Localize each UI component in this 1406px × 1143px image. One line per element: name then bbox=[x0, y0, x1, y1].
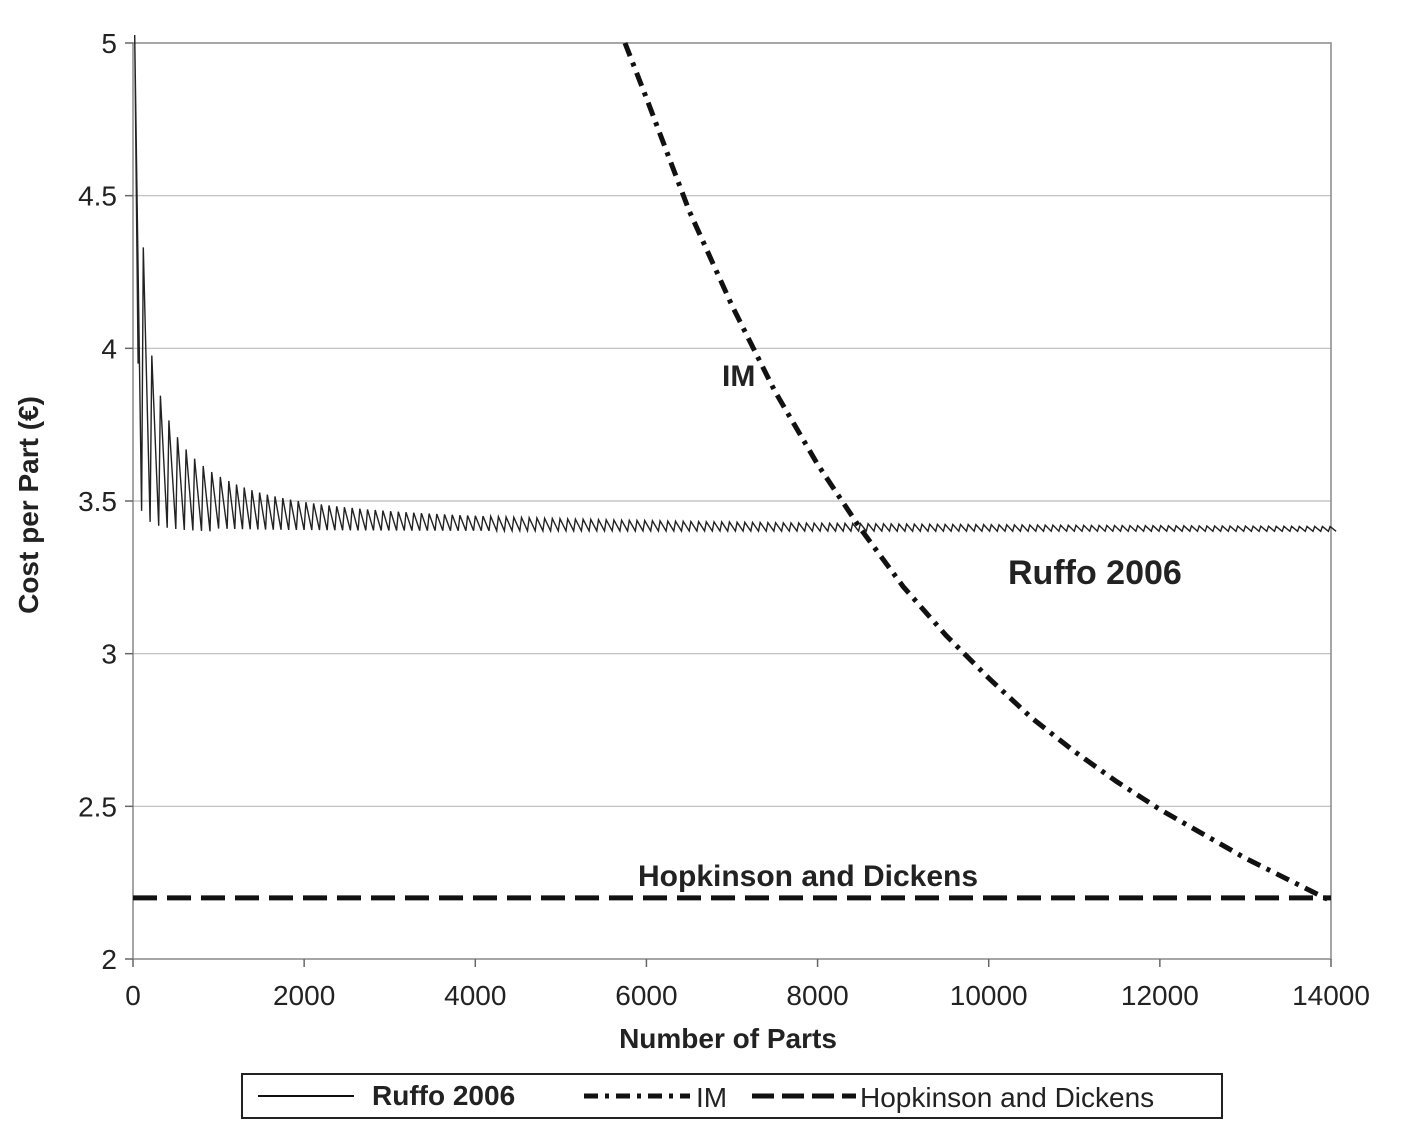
x-tick-label: 12000 bbox=[1121, 980, 1199, 1011]
y-tick-label: 3.5 bbox=[78, 486, 117, 517]
legend-label-im: IM bbox=[696, 1082, 727, 1113]
x-tick-label: 14000 bbox=[1292, 980, 1370, 1011]
legend-label-ruffo: Ruffo 2006 bbox=[372, 1080, 515, 1111]
legend-box bbox=[241, 1073, 1223, 1119]
annotation-ruffo-2006: Ruffo 2006 bbox=[1008, 554, 1182, 592]
x-tick-label: 8000 bbox=[786, 980, 848, 1011]
x-axis-ticks: 0 2000 4000 6000 8000 10000 12000 14000 bbox=[125, 959, 1370, 1011]
x-tick-label: 10000 bbox=[950, 980, 1028, 1011]
x-tick-label: 6000 bbox=[615, 980, 677, 1011]
legend: Ruffo 2006 IM Hopkinson and Dickens bbox=[241, 1073, 1223, 1119]
y-tick-label: 2.5 bbox=[78, 791, 117, 822]
legend-label-hopkinson: Hopkinson and Dickens bbox=[860, 1082, 1154, 1113]
gridlines bbox=[133, 195, 1331, 807]
annotation-im: IM bbox=[722, 360, 755, 393]
y-tick-label: 3 bbox=[101, 639, 117, 670]
x-tick-label: 0 bbox=[125, 980, 141, 1011]
x-axis-title: Number of Parts bbox=[619, 1023, 837, 1054]
series-layer bbox=[133, 34, 1337, 904]
annotation-hopkinson-dickens: Hopkinson and Dickens bbox=[638, 860, 978, 893]
y-tick-label: 4.5 bbox=[78, 181, 117, 212]
series-line-ruffo-2006 bbox=[134, 34, 1337, 534]
y-tick-label: 4 bbox=[101, 333, 117, 364]
y-axis-ticks: 2 2.5 3 3.5 4 4.5 5 bbox=[78, 28, 133, 975]
x-tick-label: 2000 bbox=[273, 980, 335, 1011]
series-line-im bbox=[622, 42, 1333, 904]
y-tick-label: 2 bbox=[101, 944, 117, 975]
x-tick-label: 4000 bbox=[444, 980, 506, 1011]
y-axis-title: Cost per Part (€) bbox=[13, 396, 44, 614]
y-tick-label: 5 bbox=[101, 28, 117, 59]
